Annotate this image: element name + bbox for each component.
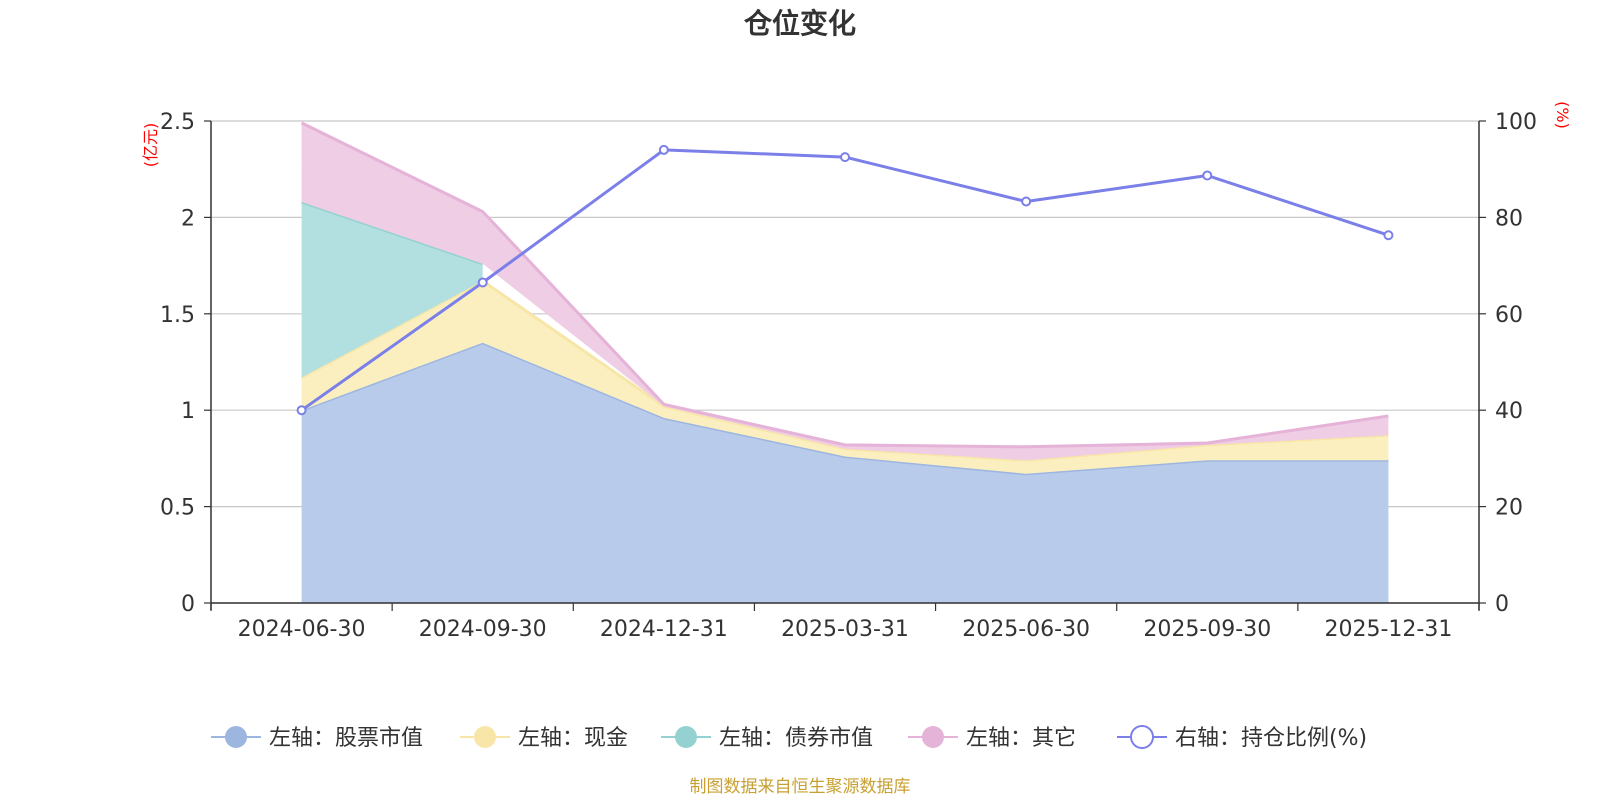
ratio-point (296, 405, 307, 416)
area-左轴：股票市值 (301, 342, 1389, 603)
left-tick-label: 1 (181, 399, 195, 424)
left-tick-label: 2 (181, 206, 195, 231)
axes: 0 0.5 1 1.5 2 2.5 0 20 40 60 80 100 2024-06-30 2024-0… (160, 110, 1537, 642)
right-tick-label: 40 (1495, 399, 1523, 424)
ratio-point (840, 152, 850, 163)
chart-title: 仓位变化 (744, 7, 856, 40)
left-axis-unit: (亿元) (141, 123, 160, 168)
area-左轴：债券市值 (301, 202, 483, 378)
ratio-point (1021, 196, 1032, 207)
legend-label: 右轴：持仓比例(%) (1175, 726, 1367, 751)
ratio-point (1383, 230, 1394, 241)
x-tick-label: 2024-06-30 (238, 617, 366, 642)
legend-label: 左轴：债券市值 (719, 726, 873, 751)
area-左轴：其它 (301, 122, 1389, 461)
x-tick-label: 2025-03-31 (781, 617, 909, 642)
legend-swatch-marker (675, 726, 697, 748)
ratio-point (658, 144, 669, 155)
left-tick-label: 0.5 (160, 496, 195, 521)
left-tick-label: 1.5 (160, 303, 195, 328)
x-tick-label: 2025-12-31 (1324, 617, 1452, 642)
x-tick-label: 2024-12-31 (600, 617, 728, 642)
right-tick-label: 0 (1495, 592, 1509, 617)
x-tick-label: 2024-09-30 (419, 617, 547, 642)
right-tick-label: 80 (1495, 206, 1523, 231)
right-tick-label: 20 (1495, 496, 1523, 521)
legend-swatch-marker (225, 726, 247, 748)
right-tick-label: 60 (1495, 303, 1523, 328)
legend-label: 左轴：股票市值 (269, 726, 423, 751)
left-tick-label: 0 (181, 592, 195, 617)
legend-label: 左轴：现金 (518, 726, 628, 751)
legend-label: 左轴：其它 (966, 726, 1076, 751)
ratio-line-layer (296, 144, 1394, 416)
legend-swatch-marker (1130, 725, 1154, 749)
stacked-areas (300, 121, 1389, 603)
legend-swatch-marker (922, 726, 944, 748)
x-tick-label: 2025-06-30 (962, 617, 1090, 642)
right-axis-unit: (%) (1553, 101, 1572, 129)
right-tick-label: 100 (1495, 110, 1537, 135)
data-source-note: 制图数据来自恒生聚源数据库 (690, 777, 911, 797)
x-tick-label: 2025-09-30 (1143, 617, 1271, 642)
legend: 左轴：股票市值 左轴：现金 左轴：债券市值 左轴：其它 右轴：持仓比例(%) (211, 725, 1367, 751)
left-tick-label: 2.5 (160, 110, 195, 135)
ratio-point (477, 277, 488, 288)
area-top-line (300, 121, 1389, 449)
legend-swatch-marker (474, 726, 496, 748)
ratio-point (1202, 170, 1213, 181)
area-左轴：现金 (301, 281, 1389, 474)
